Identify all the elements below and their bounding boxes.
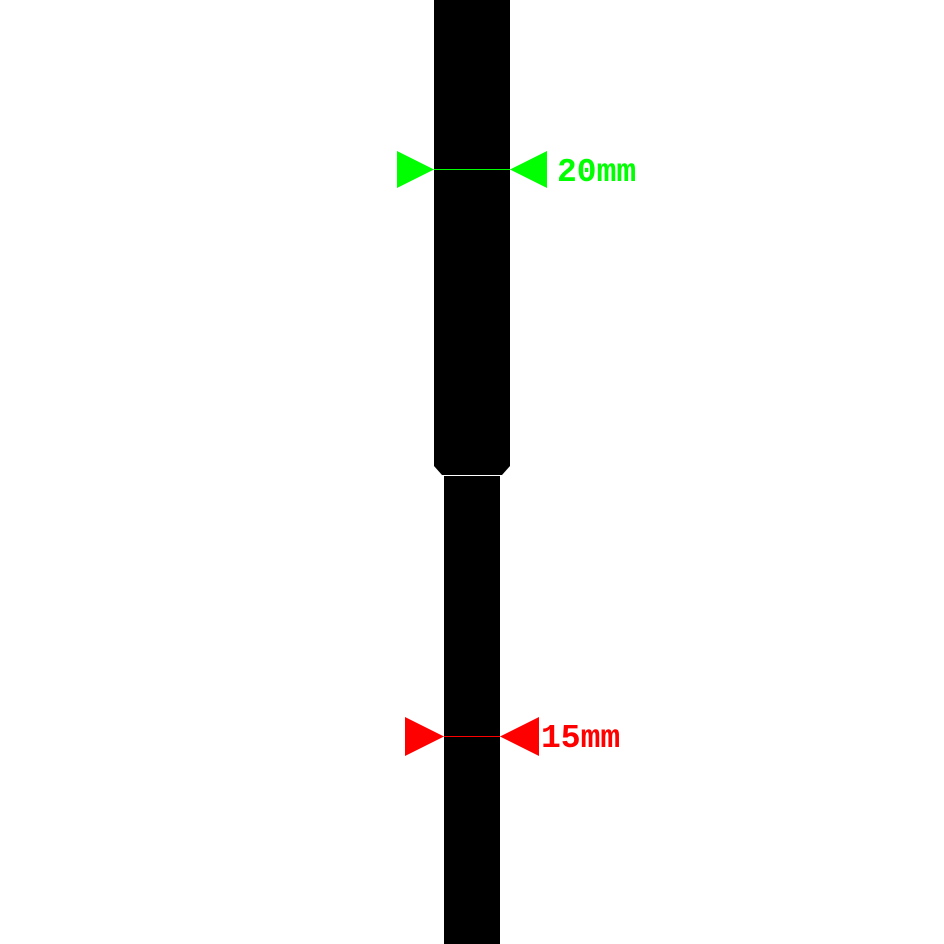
upper-shaft-section xyxy=(434,0,510,475)
lower-right-arrow xyxy=(500,717,539,756)
lower-left-arrow xyxy=(405,717,444,756)
lower-diameter-label: 15mm xyxy=(541,720,620,757)
lower-shaft-section xyxy=(444,476,500,944)
upper-diameter-label: 20mm xyxy=(557,154,636,191)
upper-right-arrow xyxy=(510,151,547,188)
upper-diameter-dimension: 20mm xyxy=(397,151,636,191)
upper-left-arrow xyxy=(397,151,434,188)
lower-diameter-dimension: 15mm xyxy=(405,717,620,757)
